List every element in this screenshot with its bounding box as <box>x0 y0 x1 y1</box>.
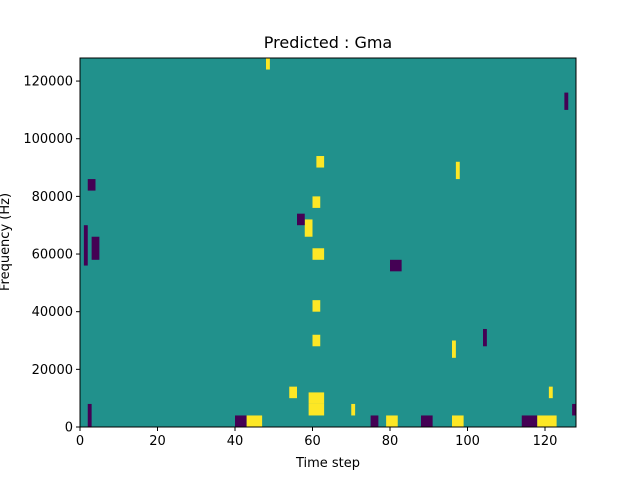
heatmap-cell <box>521 415 538 427</box>
y-tick-label: 120000 <box>23 75 73 90</box>
heatmap-cell <box>572 403 576 416</box>
heatmap-cell <box>91 236 100 260</box>
y-tick-label: 0 <box>65 421 73 436</box>
heatmap-cell <box>455 161 460 180</box>
heatmap-cell <box>312 248 325 260</box>
y-tick-label: 80000 <box>32 190 73 205</box>
heatmap-cell <box>452 415 464 427</box>
heatmap-cell <box>390 259 402 272</box>
plot-frame <box>79 57 577 428</box>
heatmap-cell <box>289 386 297 399</box>
y-axis: 0 20000 40000 60000 80000 100000 120000 <box>23 75 80 436</box>
heatmap-cell <box>312 334 321 347</box>
x-tick-label: 0 <box>76 434 84 449</box>
plot-area <box>80 58 576 427</box>
y-tick-label: 60000 <box>32 248 73 263</box>
y-tick-label: 40000 <box>32 305 73 320</box>
heatmap-cell <box>235 415 247 427</box>
heatmap-cell <box>483 328 487 347</box>
heatmap-cell <box>246 415 263 427</box>
heatmap-cell <box>351 403 356 416</box>
heatmap-cell <box>304 219 313 237</box>
heatmap-cell <box>308 403 325 416</box>
heatmap-cell <box>386 415 398 427</box>
heatmap-cell <box>308 392 325 404</box>
heatmap-cell <box>564 92 569 110</box>
heatmap-background <box>80 58 576 427</box>
x-tick-label: 40 <box>227 434 244 449</box>
x-tick-label: 120 <box>533 434 558 449</box>
x-tick-label: 20 <box>149 434 166 449</box>
heatmap-cell <box>266 58 270 70</box>
heatmap-cell <box>370 415 379 427</box>
heatmap-cell <box>316 156 325 168</box>
x-tick-label: 60 <box>304 434 321 449</box>
x-axis: 0 20 40 60 80 100 120 <box>76 427 558 449</box>
heatmap-cell <box>548 386 553 399</box>
y-tick-label: 100000 <box>23 132 73 147</box>
x-axis-label: Time step <box>295 456 360 471</box>
y-tick-label: 20000 <box>32 363 73 378</box>
chart-title: Predicted : Gma <box>264 33 392 52</box>
heatmap-cell <box>83 225 88 266</box>
heatmap-cell <box>312 196 321 208</box>
heatmap-cell <box>297 213 305 226</box>
x-tick-label: 80 <box>382 434 399 449</box>
heatmap-cell <box>87 403 92 427</box>
y-axis-label: Frequency (Hz) <box>0 193 13 291</box>
heatmap-cell <box>537 415 557 427</box>
x-tick-label: 100 <box>455 434 480 449</box>
heatmap-cell <box>312 300 321 312</box>
heatmap-cell <box>452 340 456 358</box>
heatmap-cell <box>421 415 433 427</box>
heatmap-cell <box>87 179 96 191</box>
